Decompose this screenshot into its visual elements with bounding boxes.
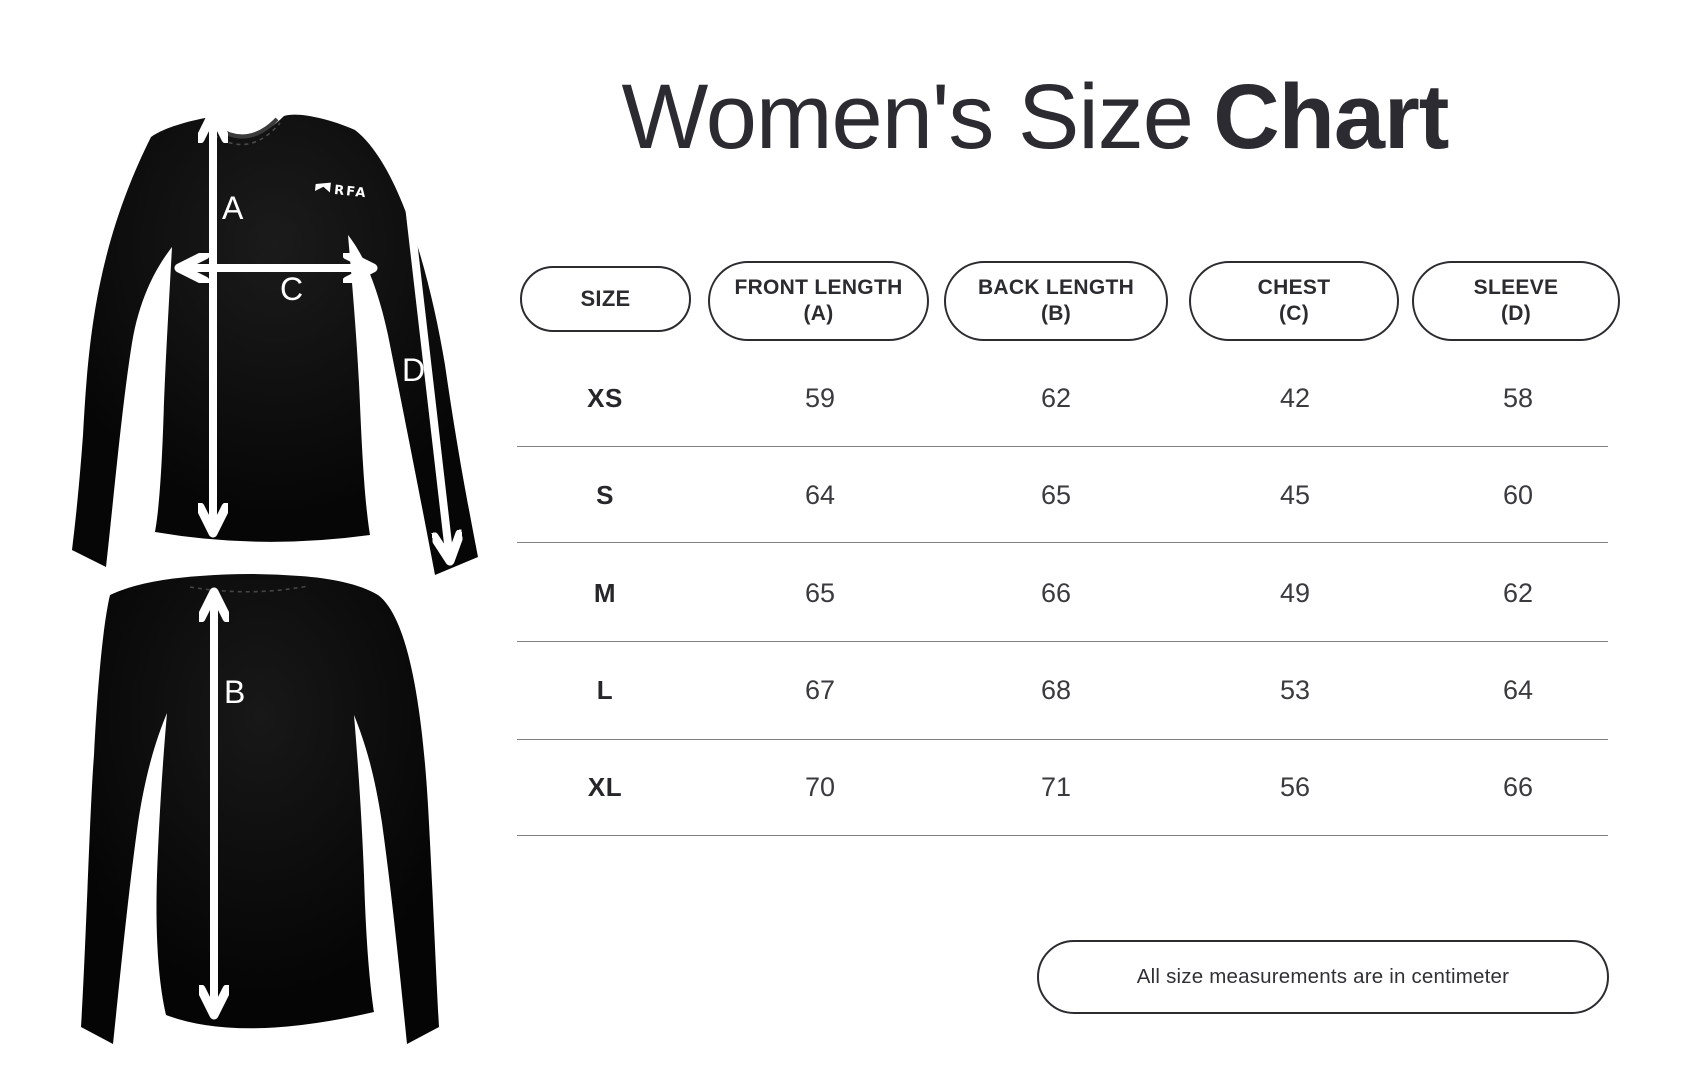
column-header-back-length: BACK LENGTH (B) — [944, 261, 1168, 341]
column-header-front-length: FRONT LENGTH (A) — [708, 261, 929, 341]
front-length-label: A — [222, 190, 244, 226]
sleeve-cell: 64 — [1502, 675, 1534, 705]
front-length-cell: 65 — [804, 578, 836, 608]
size-cell: L — [596, 675, 614, 705]
size-cell: XS — [587, 383, 623, 413]
back-length-label: B — [224, 674, 245, 710]
back-length-cell: 66 — [1040, 578, 1072, 608]
back-shirt-image: B — [81, 574, 439, 1044]
sleeve-cell: 58 — [1502, 383, 1534, 413]
chest-cell: 42 — [1279, 383, 1311, 413]
page-title-bold: Chart — [1213, 66, 1449, 168]
sleeve-cell: 66 — [1502, 772, 1534, 802]
row-divider — [517, 542, 1608, 543]
column-header-back-length-label: BACK LENGTH — [977, 276, 1135, 299]
front-length-cell: 59 — [804, 383, 836, 413]
column-header-chest: CHEST (C) — [1189, 261, 1399, 341]
front-shirt-silhouette — [72, 114, 478, 575]
brand-logo-text: RFA — [333, 183, 368, 201]
column-header-chest-letter: (C) — [1278, 302, 1310, 325]
front-length-cell: 70 — [804, 772, 836, 802]
back-length-cell: 62 — [1040, 383, 1072, 413]
column-header-sleeve-letter: (D) — [1500, 302, 1532, 325]
column-header-front-length-label: FRONT LENGTH — [734, 276, 903, 299]
page-title-regular: Women's Size — [621, 66, 1194, 168]
column-header-size: SIZE — [520, 266, 691, 332]
table-row-m: M 65 66 49 62 — [517, 571, 1608, 615]
back-collar-stitch — [189, 585, 309, 593]
chest-cell: 45 — [1279, 480, 1311, 510]
sleeve-arrow — [402, 145, 450, 561]
chest-cell: 49 — [1279, 578, 1311, 608]
back-length-cell: 68 — [1040, 675, 1072, 705]
row-divider — [517, 446, 1608, 447]
units-note-pill: All size measurements are in centimeter — [1037, 940, 1609, 1014]
column-header-front-length-letter: (A) — [803, 302, 834, 325]
size-cell: S — [596, 480, 614, 510]
brand-flag-icon — [314, 182, 331, 193]
column-header-size-label: SIZE — [580, 286, 631, 311]
column-header-back-length-letter: (B) — [1040, 302, 1072, 325]
brand-logo: RFA — [314, 182, 368, 201]
front-length-cell: 64 — [804, 480, 836, 510]
column-header-sleeve-label: SLEEVE — [1473, 276, 1559, 299]
table-row-l: L 67 68 53 64 — [517, 668, 1608, 712]
size-cell: XL — [587, 772, 623, 802]
row-divider — [517, 835, 1608, 836]
table-row-xs: XS 59 62 42 58 — [517, 376, 1608, 420]
back-shirt-silhouette — [81, 574, 439, 1044]
column-header-chest-label: CHEST — [1257, 276, 1331, 299]
table-row-xl: XL 70 71 56 66 — [517, 765, 1608, 809]
back-length-cell: 65 — [1040, 480, 1072, 510]
chest-cell: 53 — [1279, 675, 1311, 705]
front-length-cell: 67 — [804, 675, 836, 705]
column-header-sleeve: SLEEVE (D) — [1412, 261, 1620, 341]
sleeve-cell: 62 — [1502, 578, 1534, 608]
units-note-text: All size measurements are in centimeter — [1136, 965, 1510, 988]
back-length-cell: 71 — [1040, 772, 1072, 802]
sleeve-cell: 60 — [1502, 480, 1534, 510]
size-cell: M — [593, 578, 617, 608]
chest-label: C — [280, 271, 303, 307]
chest-cell: 56 — [1279, 772, 1311, 802]
row-divider — [517, 641, 1608, 642]
page-title: Women's Size Chart — [380, 58, 1690, 178]
front-shirt-image: RFA A C D — [72, 95, 478, 575]
sleeve-label: D — [402, 352, 425, 388]
table-row-s: S 64 65 45 60 — [517, 473, 1608, 517]
row-divider — [517, 739, 1608, 740]
